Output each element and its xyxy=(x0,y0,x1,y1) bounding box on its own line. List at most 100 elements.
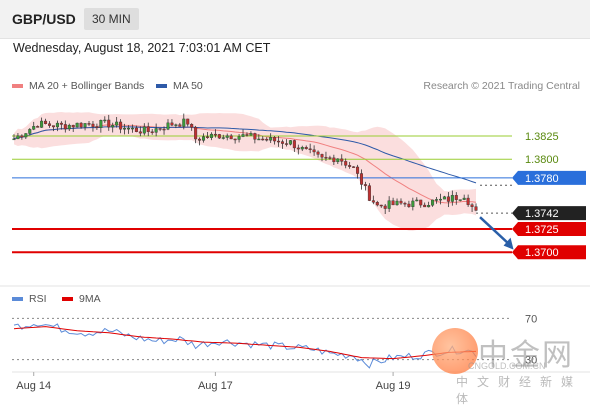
bollinger-legend-label: MA 20 + Bollinger Bands xyxy=(29,80,145,92)
candle-body xyxy=(59,122,63,125)
forecast-arrow-head xyxy=(503,237,514,250)
candle-body xyxy=(395,200,399,206)
candle-body xyxy=(55,122,59,128)
legend-bollinger: MA 20 + Bollinger Bands xyxy=(12,80,144,92)
ma50-legend-label: MA 50 xyxy=(173,80,203,92)
level-label-1.3780: 1.3780 xyxy=(525,173,559,185)
candle-body xyxy=(435,199,439,201)
candle-body xyxy=(213,133,217,136)
candle-body xyxy=(126,127,130,130)
candle-body xyxy=(154,128,158,133)
candle-body xyxy=(462,197,466,200)
candle-body xyxy=(344,161,348,166)
candle-body xyxy=(470,204,474,207)
candle-body xyxy=(166,122,170,130)
x-tick-label-Aug 17: Aug 17 xyxy=(198,380,233,392)
candle-body xyxy=(142,126,146,134)
candle-body xyxy=(20,135,24,138)
rsi-ma-line xyxy=(13,326,477,360)
candle-body xyxy=(356,166,360,174)
level-tag-1.3725 xyxy=(512,221,586,236)
candle-body xyxy=(194,126,198,140)
candle-body xyxy=(40,120,44,128)
watermark-subtitle: 中文财经新媒体 xyxy=(456,375,583,406)
candle-body xyxy=(36,126,40,128)
candle-body xyxy=(83,123,87,128)
candle-body xyxy=(371,200,375,203)
candle-body xyxy=(427,205,431,208)
candle-body xyxy=(119,121,123,130)
watermark-brand: 中金网 xyxy=(478,338,574,373)
candle-body xyxy=(454,195,458,200)
legend-ma50: MA 50 xyxy=(156,80,203,92)
candle-body xyxy=(103,119,107,122)
candle-body xyxy=(237,136,241,140)
candle-body xyxy=(115,121,119,126)
candle-body xyxy=(379,204,383,207)
candle-body xyxy=(419,199,423,206)
candle-body xyxy=(63,124,67,130)
candle-body xyxy=(150,131,154,133)
candle-body xyxy=(300,147,304,150)
candle-body xyxy=(107,119,111,128)
candle-body xyxy=(261,138,265,141)
candle-body xyxy=(446,196,450,202)
ma50-swatch xyxy=(156,84,167,88)
candle-body xyxy=(79,122,83,128)
rsi-ma-legend-label: 9MA xyxy=(79,293,101,305)
legend-rsi: RSI xyxy=(12,293,47,305)
candle-body xyxy=(324,156,328,159)
candle-body xyxy=(284,143,288,145)
candle-body xyxy=(67,124,71,130)
candle-body xyxy=(340,158,344,162)
candle-body xyxy=(16,135,20,140)
x-tick-label-Aug 19: Aug 19 xyxy=(376,380,411,392)
candle-body xyxy=(225,135,229,138)
candle-body xyxy=(205,136,209,138)
candle-body xyxy=(458,199,462,201)
candle-body xyxy=(316,151,320,155)
candle-body xyxy=(130,127,134,130)
candle-body xyxy=(375,202,379,206)
legend-rsi-ma: 9MA xyxy=(62,293,101,305)
candle-body xyxy=(146,126,150,132)
candle-body xyxy=(383,205,387,209)
candle-body xyxy=(75,122,79,128)
candle-body xyxy=(423,204,427,208)
candle-body xyxy=(209,133,213,138)
watermark-logo-icon xyxy=(432,328,478,374)
candle-body xyxy=(182,118,186,127)
rsi-level-label-30: 30 xyxy=(525,355,537,367)
candle-body xyxy=(186,118,190,125)
candle-body xyxy=(431,199,435,206)
candle-body xyxy=(257,138,261,141)
candle-body xyxy=(217,134,221,139)
candle-body xyxy=(138,131,142,134)
level-tag-1.3700 xyxy=(512,245,586,260)
candle-body xyxy=(233,138,237,141)
candle-body xyxy=(411,200,415,207)
rsi-legend-label: RSI xyxy=(29,293,47,305)
candles-group xyxy=(12,113,478,215)
instrument-title: GBP/USD xyxy=(12,11,76,27)
candle-body xyxy=(202,136,206,141)
candle-body xyxy=(438,198,442,201)
candle-body xyxy=(391,200,395,206)
timeframe-button[interactable]: 30 MIN xyxy=(84,8,139,30)
level-label-1.3825: 1.3825 xyxy=(525,131,559,143)
candle-body xyxy=(277,140,281,143)
candle-body xyxy=(111,125,115,128)
candle-body xyxy=(399,200,403,204)
level-label-1.3725: 1.3725 xyxy=(525,224,559,236)
candle-body xyxy=(51,125,55,128)
candle-body xyxy=(273,137,277,142)
ma50-line xyxy=(13,126,477,184)
chart-header: GBP/USD 30 MIN xyxy=(0,0,590,39)
candle-body xyxy=(134,127,138,132)
candle-body xyxy=(174,124,178,126)
candle-body xyxy=(198,138,202,141)
candle-body xyxy=(466,197,470,205)
candle-body xyxy=(44,120,48,124)
bollinger-swatch xyxy=(12,84,23,88)
candle-body xyxy=(308,148,312,151)
